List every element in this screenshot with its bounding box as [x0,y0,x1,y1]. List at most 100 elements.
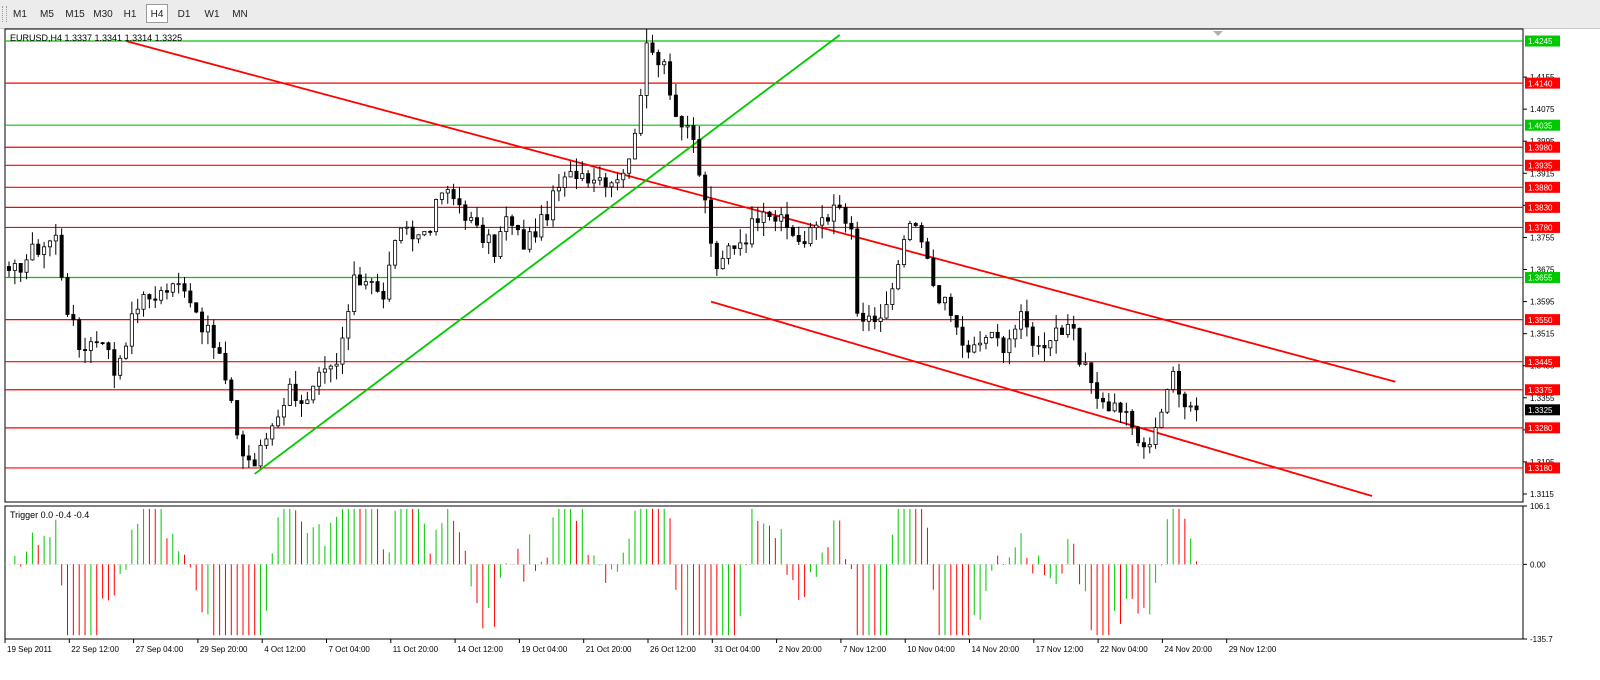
candle-up [176,283,181,286]
trendline[interactable] [710,300,1373,497]
candle-down [545,214,550,221]
candle-up [761,211,766,223]
candle-down [65,276,70,315]
candle-up [609,182,614,188]
candle-up [334,363,339,367]
candle-down [785,214,790,228]
candle-down [1177,370,1182,395]
timeframe-button-w1[interactable]: W1 [204,9,220,20]
time-tick-label: 29 Sep 20:00 [200,645,248,654]
candle-down [703,174,708,201]
price-tick-label: 1.4155 [1530,73,1555,82]
candle-up [445,189,450,194]
candle-down [106,342,111,351]
candle-up [1188,405,1193,408]
time-tick-label: 19 Oct 04:00 [521,645,567,654]
level-price-tag [1525,181,1560,193]
timeframe-button-m15[interactable]: M15 [65,9,85,20]
time-tick-label: 2 Nov 20:00 [779,645,823,654]
price-tick-label: 1.3355 [1530,394,1555,403]
candle-down [837,204,842,208]
candle-down [480,224,485,243]
timeframe-button-h1[interactable]: H1 [123,9,137,20]
candle-up [662,61,667,66]
candle-up [53,234,58,242]
candle-down [7,266,12,271]
candle-down [1030,326,1035,346]
candle-up [311,385,316,401]
timeframe-button-m1[interactable]: M1 [13,9,27,20]
chart-shift-marker-icon[interactable] [1213,31,1223,36]
candle-down [1024,311,1029,328]
time-tick-label: 4 Oct 12:00 [264,645,306,654]
candle-up [305,399,310,404]
level-price-tag [1525,201,1560,213]
time-tick-label: 10 Nov 04:00 [907,645,955,654]
price-tick-label: 1.3995 [1530,137,1555,146]
chart-canvas[interactable]: 1.41551.40751.39951.39151.38351.37551.36… [0,28,1600,675]
candle-up [1036,344,1041,347]
candle-up [387,264,392,300]
candle-up [539,214,544,238]
timeframe-button-m30[interactable]: M30 [93,9,113,20]
candle-down [59,234,64,278]
candle-up [340,337,345,365]
candle-up [393,240,398,266]
candle-up [580,173,585,179]
candle-down [240,434,245,457]
level-price-tag [1525,221,1560,233]
time-tick-label: 21 Oct 20:00 [586,645,632,654]
candle-up [831,204,836,222]
candle-down [656,51,661,66]
candle-up [124,345,129,359]
candle-down [802,241,807,245]
trendlines[interactable] [125,34,1396,497]
candle-down [375,281,380,292]
candle-down [521,229,526,250]
candle-down [1089,362,1094,384]
candle-down [457,198,462,206]
candle-up [434,199,439,233]
candle-up [808,227,813,245]
timeframe-button-mn[interactable]: MN [232,9,248,20]
timeframe-button-d1[interactable]: D1 [177,9,191,20]
level-price-tag [1525,422,1560,434]
trendline[interactable] [125,40,1396,383]
candle-up [1124,410,1129,413]
candle-down [83,349,88,351]
candle-up [422,230,427,236]
trendline[interactable] [254,34,841,475]
toolbar-grip-handle[interactable] [2,6,7,22]
candle-down [147,294,152,300]
candle-up [1048,340,1053,349]
candle-down [510,216,515,226]
price-tick-label: 1.3755 [1530,233,1555,242]
time-tick-label: 26 Oct 12:00 [650,645,696,654]
candle-down [1118,402,1123,413]
time-tick-label: 19 Sep 2011 [7,645,52,654]
candle-up [896,264,901,290]
indicator-tick-label: 106.1 [1530,502,1551,511]
candle-up [129,313,134,347]
chart-window[interactable]: 1.41551.40751.39951.39151.38351.37551.36… [0,28,1600,675]
candle-down [533,231,538,238]
candle-up [638,95,643,134]
candle-down [188,290,193,304]
timeframe-button-h4[interactable]: H4 [146,4,168,23]
time-tick-label: 17 Nov 12:00 [1036,645,1084,654]
candle-down [293,383,298,402]
candle-down [691,125,696,140]
candle-up [1007,338,1012,354]
candle-up [902,239,907,265]
candle-down [1136,426,1141,444]
candle-up [749,218,754,245]
candle-up [720,258,725,270]
level-price-tag-label: 1.3280 [1528,424,1553,433]
candle-down [767,211,772,218]
candle-up [1054,327,1059,342]
indicator-tick-label: 0.00 [1530,560,1546,569]
time-tick-label: 31 Oct 04:00 [714,645,760,654]
level-price-tag [1525,77,1560,89]
timeframe-button-m5[interactable]: M5 [40,9,54,20]
chart-header-label: EURUSD,H4 1.3337 1.3341 1.3314 1.3325 [10,33,182,43]
